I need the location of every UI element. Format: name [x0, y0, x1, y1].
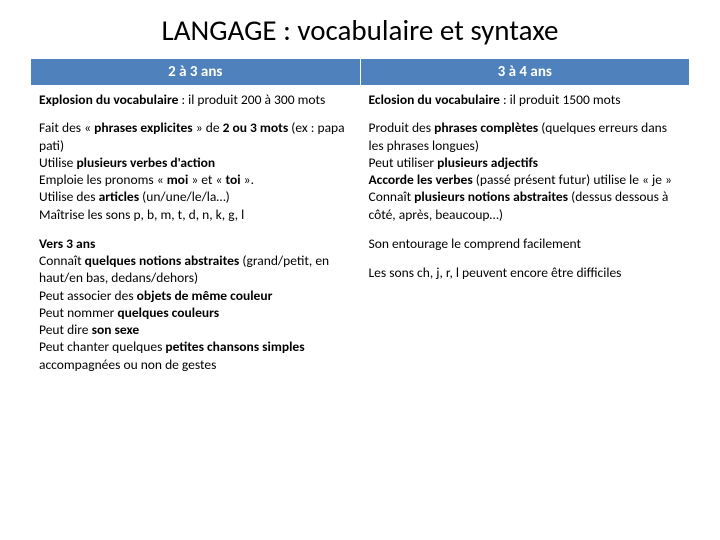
text: Peut dire	[39, 321, 92, 338]
text: Peut utiliser	[369, 154, 438, 171]
text: Les sons ch, j, r, l peuvent encore être…	[369, 264, 622, 281]
text-bold: plusieurs notions abstraites	[414, 188, 568, 205]
text-bold: moi	[167, 171, 189, 188]
text-bold: phrases explicites	[94, 119, 193, 136]
text: Utilise des	[39, 188, 99, 205]
cell-r2c1: Fait des « phrases explicites » de 2 ou …	[31, 114, 361, 379]
text: Connaît	[369, 188, 415, 205]
text: ».	[241, 171, 254, 188]
text-bold: Accorde les verbes	[369, 171, 473, 188]
text-bold: articles	[99, 188, 140, 205]
text-bold: plusieurs adjectifs	[437, 154, 538, 171]
text-bold: Eclosion du vocabulaire	[369, 91, 500, 108]
text: Fait des «	[39, 119, 94, 136]
text: (passé présent futur) utilise le « je »	[473, 171, 672, 188]
text: : il produit 1500 mots	[500, 91, 621, 108]
text: Peut chanter quelques	[39, 338, 165, 355]
text: accompagnées ou non de gestes	[39, 356, 216, 373]
text-bold: objets de même couleur	[137, 287, 273, 304]
text: (un/une/le/la…)	[139, 188, 230, 205]
text-bold: 2 ou 3 mots	[223, 119, 289, 136]
text-bold: Vers 3 ans	[39, 235, 95, 252]
text: Connaît	[39, 252, 85, 269]
text: Maîtrise les sons p, b, m, t, d, n, k, g…	[39, 206, 244, 223]
text: : il produit 200 à 300 mots	[178, 91, 325, 108]
table-row: Fait des « phrases explicites » de 2 ou …	[31, 114, 690, 379]
cell-r1c1: Explosion du vocabulaire : il produit 20…	[31, 86, 361, 114]
text-bold: son sexe	[92, 321, 140, 338]
text-bold: petites chansons simples	[165, 338, 304, 355]
text-bold: quelques notions abstraites	[85, 252, 240, 269]
text-block: Les sons ch, j, r, l peuvent encore être…	[369, 264, 682, 281]
table-header-row: 2 à 3 ans 3 à 4 ans	[31, 59, 690, 86]
text-bold: phrases complètes	[434, 119, 538, 136]
cell-r2c2: Produit des phrases complètes (quelques …	[360, 114, 690, 379]
text: Produit des	[369, 119, 435, 136]
text-block: Son entourage le comprend facilement	[369, 235, 682, 252]
text-block: Vers 3 ans Connaît quelques notions abst…	[39, 235, 352, 373]
table-row: Explosion du vocabulaire : il produit 20…	[31, 86, 690, 114]
text: » de	[193, 119, 223, 136]
text-bold: toi	[225, 171, 240, 188]
col-header-2: 3 à 4 ans	[360, 59, 690, 86]
text: Peut nommer	[39, 304, 117, 321]
content-table: 2 à 3 ans 3 à 4 ans Explosion du vocabul…	[30, 58, 690, 379]
text-block: Produit des phrases complètes (quelques …	[369, 119, 682, 223]
text: Utilise	[39, 154, 76, 171]
text: Peut associer des	[39, 287, 137, 304]
text-block: Fait des « phrases explicites » de 2 ou …	[39, 119, 352, 223]
text: Emploie les pronoms «	[39, 171, 167, 188]
slide: LANGAGE : vocabulaire et syntaxe 2 à 3 a…	[0, 0, 720, 540]
col-header-1: 2 à 3 ans	[31, 59, 361, 86]
text-bold: Explosion du vocabulaire	[39, 91, 178, 108]
slide-title: LANGAGE : vocabulaire et syntaxe	[30, 8, 690, 58]
text-bold: quelques couleurs	[117, 304, 219, 321]
text: » et «	[188, 171, 225, 188]
text-bold: plusieurs verbes d'action	[76, 154, 215, 171]
text: Son entourage le comprend facilement	[369, 235, 582, 252]
cell-r1c2: Eclosion du vocabulaire : il produit 150…	[360, 86, 690, 114]
